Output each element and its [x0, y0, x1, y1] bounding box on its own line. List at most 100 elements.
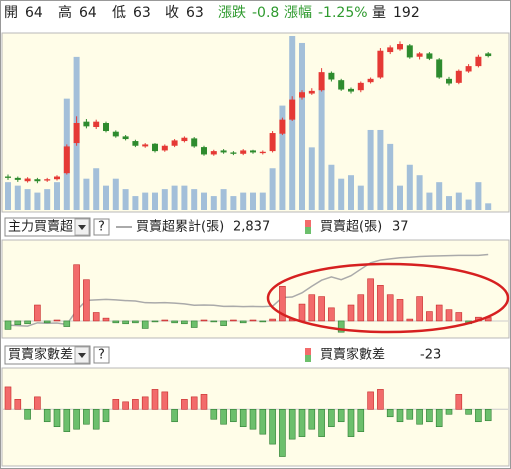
quote-value: -1.25% [318, 5, 368, 21]
bar [318, 296, 325, 322]
candle-body [269, 133, 276, 152]
bar [259, 408, 267, 435]
volume-bar [377, 129, 384, 210]
bar [445, 309, 453, 322]
quote-value: 63 [133, 5, 151, 21]
help-icon: ? [98, 220, 105, 235]
bar [92, 408, 100, 430]
volume-bar [161, 189, 168, 210]
volume-bar [171, 185, 178, 210]
bar [377, 389, 384, 410]
help-icon: ? [98, 348, 105, 363]
bar [43, 320, 51, 324]
bar [220, 320, 227, 326]
bar [406, 408, 414, 420]
bar [151, 389, 159, 410]
bar [122, 320, 129, 325]
candle-body [397, 44, 403, 50]
candle-body [416, 53, 423, 57]
candle-body [132, 141, 139, 146]
bar [367, 391, 374, 410]
bar [396, 408, 404, 423]
selector-text: 買賣家數差 [8, 347, 73, 363]
bar [484, 408, 492, 422]
bar [406, 318, 414, 322]
help-button[interactable] [93, 346, 110, 364]
volume-bar [34, 192, 41, 210]
legend-icon [305, 355, 311, 362]
candle-body [201, 147, 207, 155]
bar [426, 408, 433, 423]
volume-bar [112, 178, 119, 210]
legend-label: 買賣超(張) [320, 220, 382, 235]
candle-body [191, 138, 198, 147]
bar [161, 391, 169, 410]
volume-bar [397, 185, 403, 210]
candle-body [142, 144, 149, 147]
candle-body [112, 131, 119, 137]
bar [386, 294, 394, 322]
volume-bar [152, 192, 158, 210]
volume-bar [308, 147, 315, 210]
candle-body [485, 53, 492, 57]
bar [465, 408, 472, 415]
volume-bar [181, 185, 188, 210]
selector[interactable] [4, 217, 91, 237]
bar [14, 320, 22, 325]
candle-body [475, 56, 482, 67]
volume-bar [348, 175, 354, 210]
bar [455, 394, 463, 410]
bar [181, 320, 188, 325]
bar [249, 319, 257, 322]
volume-bar [416, 175, 423, 210]
quote-bar: 開 64 高 64 低 63 收 63 漲跌 -0.8 漲幅 -1.25% 量 … [4, 4, 420, 21]
legend-label: 買賣超累計(張) [136, 219, 224, 235]
candle-body [5, 176, 11, 178]
bar [318, 408, 325, 437]
volume-bar [83, 178, 90, 210]
bar [347, 408, 355, 437]
bar [445, 408, 453, 415]
bar [53, 319, 61, 322]
candle-body [406, 45, 413, 58]
candle-body [357, 82, 364, 91]
bar [43, 408, 51, 423]
bar [34, 304, 41, 322]
volume-bar [240, 192, 247, 210]
volume-bar [122, 189, 129, 210]
bar [92, 312, 100, 322]
bar [73, 264, 80, 322]
volume-bar [132, 196, 139, 210]
candle-body [44, 179, 51, 181]
candle-body [122, 136, 129, 140]
legend-value: 2,837 [233, 220, 270, 235]
bar [249, 408, 257, 430]
candle-body [436, 59, 443, 78]
bar [357, 294, 365, 322]
bar [112, 320, 120, 324]
quote-label: 漲跌 [218, 5, 246, 21]
bar [151, 320, 159, 323]
volume-bar [436, 182, 443, 210]
candle-body [465, 66, 472, 72]
volume-bar [289, 36, 296, 210]
candle-body [338, 80, 345, 90]
quote-value: -0.8 [252, 5, 279, 21]
bar [377, 285, 384, 322]
quote-value: 64 [79, 5, 97, 21]
bar [171, 320, 178, 324]
candle-body [34, 179, 41, 182]
selector[interactable] [4, 345, 91, 365]
bar [4, 320, 12, 330]
bar [357, 408, 365, 432]
candle-body [54, 176, 60, 180]
candle-body [426, 53, 433, 59]
volume-bar [201, 192, 207, 210]
bar [367, 278, 374, 322]
help-button[interactable] [93, 218, 110, 236]
bar [210, 320, 218, 323]
candle-body [250, 150, 256, 153]
volume-bar [475, 182, 482, 210]
bar [24, 408, 31, 420]
plot-area [3, 36, 508, 457]
